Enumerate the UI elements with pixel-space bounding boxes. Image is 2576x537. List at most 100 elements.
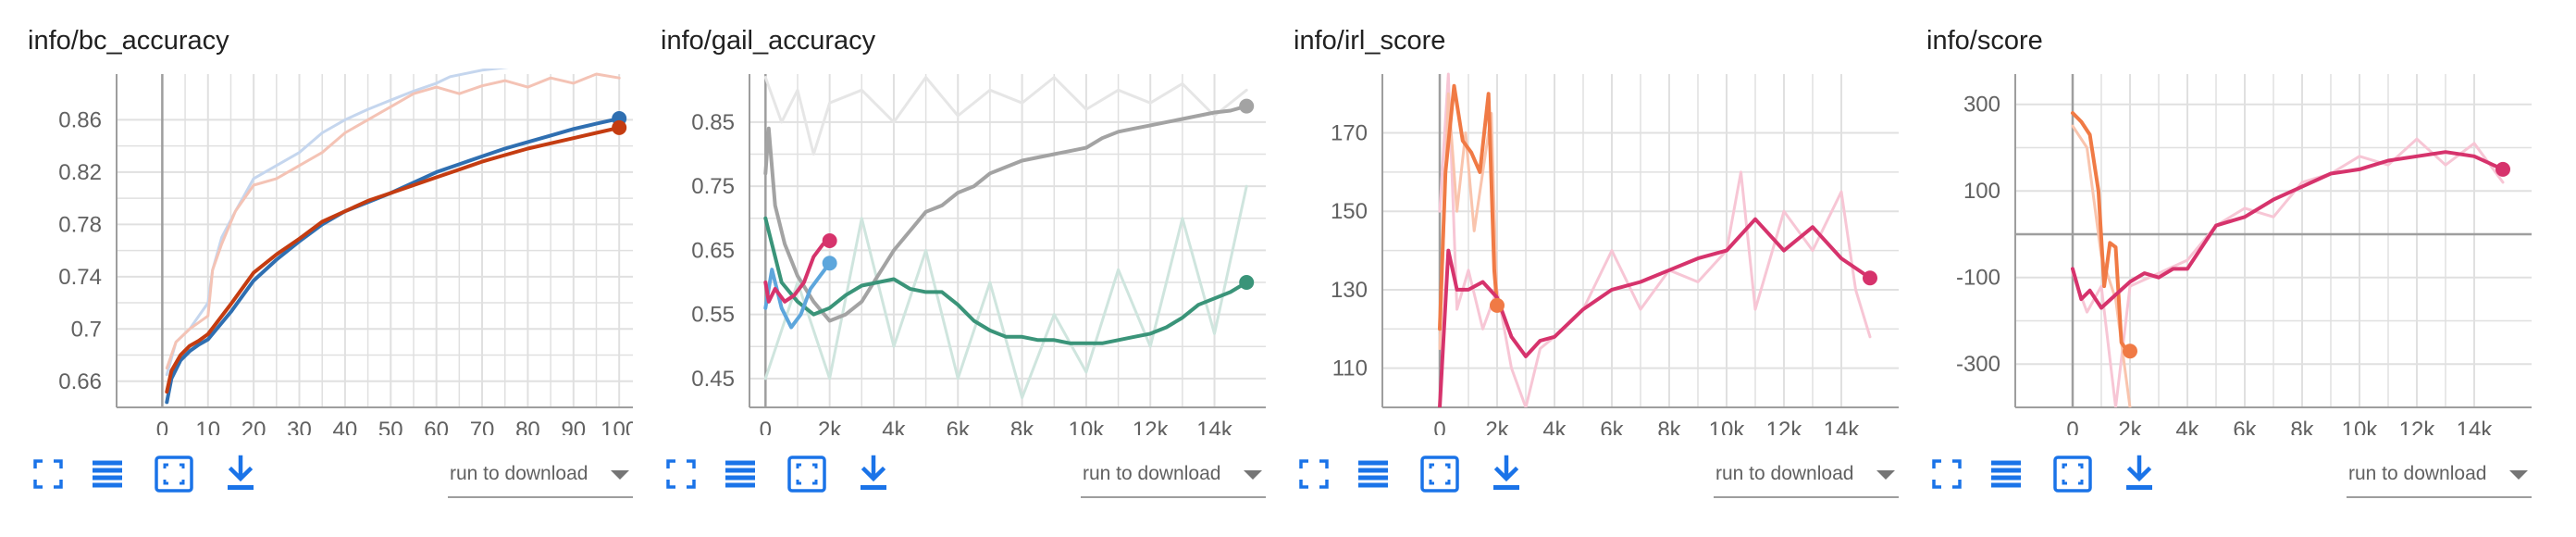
x-tick-label: 0	[2066, 418, 2078, 435]
chart-toolbar: run to download	[659, 452, 1269, 498]
x-tick-label: 70	[470, 418, 495, 435]
run-to-download-select[interactable]: run to download	[1081, 452, 1266, 498]
chart-card-bc-accuracy: info/bc_accuracy 0 10 20 30 40 50 60 70 80 90 100 0…	[0, 0, 633, 537]
fit-domain-icon	[787, 456, 826, 493]
download-icon	[861, 455, 886, 490]
chart-title: info/irl_score	[1294, 26, 1446, 56]
y-tick-label: 0.86	[58, 107, 102, 132]
x-tick-label: 8k	[2290, 418, 2314, 435]
x-tick-label: 10k	[1709, 418, 1746, 435]
fullscreen-button[interactable]	[1925, 452, 1969, 496]
chart-plot[interactable]: 0 2k 4k 6k 8k 10k 12k 14k 110 130 150 170	[1266, 0, 1899, 435]
raw-series-line	[763, 76, 1248, 156]
fit-domain-button[interactable]	[152, 452, 196, 496]
x-tick-label: 0	[156, 418, 168, 435]
data-table-icon	[725, 460, 755, 488]
x-tick-label: 10	[195, 418, 220, 435]
x-tick-label: 4k	[1542, 418, 1567, 435]
y-tick-label: 0.82	[58, 160, 102, 185]
series-endpoint	[612, 119, 627, 135]
x-tick-label: 2k	[1485, 418, 1509, 435]
data-table-button[interactable]	[718, 452, 762, 496]
download-button[interactable]	[1484, 452, 1529, 496]
fullscreen-button[interactable]	[1292, 452, 1336, 496]
data-table-button[interactable]	[1984, 452, 2028, 496]
x-tick-label: 2k	[818, 418, 842, 435]
chart-card-score: info/score 0 2k 4k 6k 8k 10k 12k 14k -300 -100 100…	[1899, 0, 2532, 537]
x-tick-label: 6k	[1600, 418, 1624, 435]
fullscreen-icon	[666, 459, 696, 489]
grid	[2015, 74, 2532, 407]
fullscreen-button[interactable]	[26, 452, 70, 496]
fit-domain-button[interactable]	[2050, 452, 2095, 496]
chart-title: info/gail_accuracy	[661, 26, 876, 56]
fullscreen-button[interactable]	[659, 452, 703, 496]
fit-domain-button[interactable]	[1418, 452, 1462, 496]
series-endpoint	[1239, 275, 1255, 290]
fit-domain-icon	[1420, 456, 1459, 493]
y-tick-label: 0.55	[691, 303, 735, 328]
grid	[117, 74, 633, 407]
smoothed-series-line	[763, 239, 832, 304]
chart-plot[interactable]: 0 2k 4k 6k 8k 10k 12k 14k 0.45 0.55 0.65 0.75 0.85	[633, 0, 1266, 435]
smoothed-series-line	[1438, 83, 1499, 331]
fullscreen-icon	[1932, 459, 1962, 489]
chart-toolbar: run to download	[1925, 452, 2535, 498]
y-tick-label: 130	[1331, 278, 1368, 303]
raw-series-line	[763, 184, 1248, 400]
y-tick-label: 110	[1332, 356, 1368, 381]
x-tick-label: 80	[515, 418, 540, 435]
run-to-download-select[interactable]: run to download	[1714, 452, 1899, 498]
smoothed-series-line	[763, 216, 1249, 345]
y-tick-label: -100	[1956, 266, 2000, 291]
series-endpoint	[822, 233, 837, 248]
caret-down-icon	[611, 470, 629, 480]
run-to-download-select[interactable]: run to download	[448, 452, 633, 498]
x-tick-label: 50	[378, 418, 403, 435]
series-endpoint	[2123, 343, 2137, 359]
x-tick-label: 12k	[1766, 418, 1803, 435]
caret-down-icon	[2509, 470, 2528, 480]
x-tick-label: 20	[242, 418, 266, 435]
fit-domain-button[interactable]	[785, 452, 829, 496]
x-tick-label: 14k	[1196, 418, 1233, 435]
chart-plot[interactable]: 0 2k 4k 6k 8k 10k 12k 14k -300 -100 100 300	[1899, 0, 2532, 435]
chart-toolbar: run to download	[26, 452, 637, 498]
raw-series-line	[1438, 72, 1872, 407]
y-tick-label: 0.85	[691, 110, 735, 135]
caret-down-icon	[1244, 470, 1262, 480]
chart-plot[interactable]: 0 10 20 30 40 50 60 70 80 90 100 0.66 0.7 0.74 0.78 0.8…	[0, 0, 633, 435]
x-tick-label: 4k	[882, 418, 906, 435]
data-table-button[interactable]	[1351, 452, 1395, 496]
series-group	[763, 76, 1249, 400]
fit-domain-icon	[2053, 456, 2092, 493]
smoothed-series-line	[2071, 150, 2505, 310]
y-tick-label: 0.65	[691, 238, 735, 263]
x-tick-label: 90	[561, 418, 586, 435]
x-tick-label: 0	[760, 418, 772, 435]
chart-card-gail-accuracy: info/gail_accuracy 0 2k 4k 6k 8k 10k 12k 14k 0.4…	[633, 0, 1266, 537]
y-tick-label: 0.7	[71, 317, 102, 342]
download-icon	[2126, 455, 2152, 490]
download-button[interactable]	[2117, 452, 2161, 496]
run-to-download-label: run to download	[450, 463, 588, 484]
download-button[interactable]	[218, 452, 263, 496]
download-button[interactable]	[851, 452, 896, 496]
series-endpoint	[2496, 161, 2510, 177]
y-tick-label: 100	[1963, 179, 2000, 204]
chart-toolbar: run to download	[1292, 452, 1902, 498]
x-tick-label: 100	[601, 418, 633, 435]
x-tick-label: 14k	[1824, 418, 1861, 435]
y-tick-label: 0.75	[691, 174, 735, 199]
x-tick-label: 6k	[2233, 418, 2257, 435]
run-to-download-select[interactable]: run to download	[2347, 452, 2532, 498]
raw-series-line	[165, 72, 621, 370]
caret-down-icon	[1876, 470, 1895, 480]
download-icon	[228, 455, 254, 490]
x-tick-label: 8k	[1657, 418, 1681, 435]
x-tick-label: 10k	[1069, 418, 1106, 435]
data-table-button[interactable]	[85, 452, 130, 496]
y-tick-label: 0.66	[58, 369, 102, 394]
x-tick-label: 14k	[2457, 418, 2494, 435]
smoothed-series-line	[1438, 217, 1872, 407]
